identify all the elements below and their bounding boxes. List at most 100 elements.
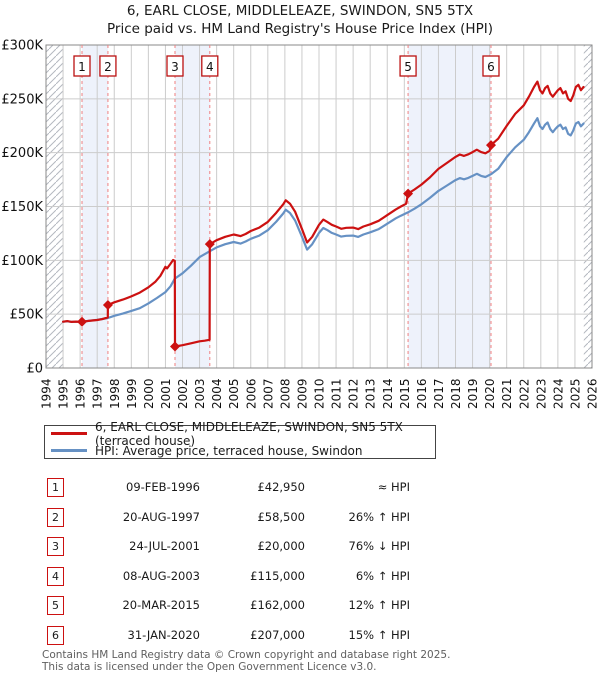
x-axis-year-label: 2022 — [517, 378, 531, 409]
x-axis-year-label: 2014 — [381, 378, 395, 409]
x-axis-year-label: 2018 — [449, 378, 463, 409]
sale-row: 3 24-JUL-2001 £20,000 76% ↓ HPI — [40, 534, 560, 564]
sale-vs-hpi: 15% ↑ HPI — [348, 627, 410, 642]
x-axis-year-label: 2005 — [227, 378, 241, 409]
x-axis-year-label: 2008 — [278, 378, 292, 409]
x-axis-year-label: 1999 — [125, 378, 139, 409]
sale-date: 24-JUL-2001 — [129, 539, 200, 553]
x-axis-year-label: 1998 — [108, 378, 122, 409]
x-axis-year-label: 2023 — [534, 378, 548, 409]
x-axis-year-label: 1996 — [74, 378, 88, 409]
y-axis-tick-label: £0 — [26, 362, 43, 377]
legend-row-hpi: HPI: Average price, terraced house, Swin… — [45, 444, 435, 458]
sale-number-box — [399, 55, 417, 77]
sale-marker — [403, 188, 414, 199]
sale-date: 08-AUG-2003 — [122, 568, 200, 583]
page-subtitle: Price paid vs. HM Land Registry's House … — [107, 21, 493, 37]
sale-vs-hpi: 26% ↑ HPI — [348, 509, 410, 524]
x-axis-year-label: 2013 — [364, 378, 378, 409]
chart-svg: 1 2 3 4 5 6 £0 £50K £100K £150K £200K £250K £300K 199… — [1, 39, 599, 410]
x-axis-year-label: 2021 — [500, 378, 514, 409]
x-axis-year-label: 2025 — [568, 378, 582, 409]
sale-vs-hpi: 76% ↓ HPI — [348, 539, 410, 553]
legend-label-hpi: HPI: Average price, terraced house, Swin… — [95, 443, 363, 458]
sale-marker — [169, 341, 180, 352]
sale-number-label: 2 — [104, 60, 112, 74]
sale-row: 5 20-MAR-2015 £162,000 12% ↑ HPI — [40, 593, 560, 623]
y-axis-tick-label: £300K — [1, 39, 43, 54]
sale-number-badge: 4 — [47, 566, 64, 586]
sale-marker — [77, 316, 88, 327]
sale-number-label: 4 — [206, 60, 214, 74]
sale-date: 20-MAR-2015 — [122, 598, 200, 612]
y-axis-tick-label: £150K — [1, 200, 43, 215]
x-axis-year-label: 2016 — [415, 378, 429, 409]
sale-number-box — [201, 55, 219, 77]
x-axis-year-label: 2011 — [330, 378, 344, 409]
sale-row: 4 08-AUG-2003 £115,000 6% ↑ HPI — [40, 564, 560, 594]
x-axis-year-label: 2015 — [398, 378, 412, 409]
sale-number-box — [482, 55, 500, 77]
sale-row: 1 09-FEB-1996 £42,950 ≈ HPI — [40, 475, 560, 505]
x-axis-year-label: 2019 — [466, 378, 480, 409]
x-axis-year-label: 1994 — [40, 378, 54, 409]
footer-line-2: This data is licensed under the Open Gov… — [42, 660, 377, 673]
sale-number-box — [99, 55, 117, 77]
sale-vs-hpi: ≈ HPI — [377, 480, 410, 494]
x-axis-year-label: 2003 — [193, 378, 207, 409]
sale-number-label: 1 — [78, 60, 86, 74]
hpi-line-swatch — [51, 449, 87, 452]
sale-price: £115,000 — [250, 568, 305, 583]
sale-date: 31-JAN-2020 — [127, 627, 201, 642]
x-axis-year-label: 2007 — [261, 378, 275, 409]
x-axis-year-label: 2012 — [347, 378, 361, 409]
x-axis-year-label: 2000 — [142, 378, 156, 409]
y-axis-tick-label: £50K — [10, 308, 44, 323]
x-axis-year-label: 2009 — [295, 378, 309, 409]
x-axis-year-label: 1997 — [91, 378, 105, 409]
x-axis-year-label: 2017 — [432, 378, 446, 409]
sale-number-label: 5 — [404, 60, 412, 74]
license-footer: Contains HM Land Registry data © Crown c… — [42, 649, 451, 673]
sale-number-box — [166, 55, 184, 77]
legend-row-price-paid: 6, EARL CLOSE, MIDDLELEAZE, SWINDON, SN5… — [45, 420, 435, 448]
chart-legend: 6, EARL CLOSE, MIDDLELEAZE, SWINDON, SN5… — [44, 420, 436, 459]
sale-price: £20,000 — [257, 539, 305, 553]
x-axis-year-label: 2024 — [551, 378, 565, 409]
sale-row: 6 31-JAN-2020 £207,000 15% ↑ HPI — [40, 623, 560, 653]
sale-number-label: 6 — [487, 60, 495, 74]
sale-number-badge: 1 — [47, 478, 64, 497]
hpi-line — [61, 117, 585, 323]
sale-date: 20-AUG-1997 — [122, 509, 200, 524]
sale-number-label: 3 — [171, 60, 179, 74]
sale-date: 09-FEB-1996 — [126, 480, 200, 494]
page-title: 6, EARL CLOSE, MIDDLELEAZE, SWINDON, SN5… — [126, 3, 474, 19]
sale-marker — [204, 239, 215, 250]
sale-vs-hpi: 12% ↑ HPI — [348, 598, 410, 612]
sale-price: £207,000 — [250, 627, 305, 642]
sale-vs-hpi: 6% ↑ HPI — [355, 568, 410, 583]
x-axis-year-label: 1995 — [57, 378, 71, 409]
sale-price: £42,950 — [257, 480, 305, 494]
price-chart: 1 2 3 4 5 6 £0 £50K £100K £150K £200K £250K £300K 199… — [1, 39, 599, 410]
sale-marker — [102, 300, 113, 311]
price-paid-line — [61, 80, 585, 348]
x-axis-year-label: 2001 — [159, 378, 173, 409]
sale-price: £162,000 — [250, 598, 305, 612]
sale-number-badge: 3 — [47, 537, 64, 556]
price-paid-line-swatch — [51, 432, 87, 435]
sale-number-badge: 2 — [47, 507, 64, 527]
x-axis-year-label: 2020 — [483, 378, 497, 409]
legend-label-price-paid: 6, EARL CLOSE, MIDDLELEAZE, SWINDON, SN5… — [95, 419, 403, 448]
y-axis-tick-label: £200K — [1, 146, 43, 161]
sales-table: 1 09-FEB-1996 £42,950 ≈ HPI 2 20-AUG-1997 £58,… — [40, 475, 560, 652]
sale-number-box — [73, 55, 91, 77]
sale-price: £58,500 — [257, 509, 305, 524]
sale-marker — [485, 140, 496, 151]
x-axis-year-label: 2006 — [244, 378, 258, 409]
x-axis-year-label: 2010 — [313, 378, 327, 409]
sale-number-badge: 5 — [47, 596, 64, 615]
sale-number-badge: 6 — [47, 625, 64, 645]
footer-line-1: Contains HM Land Registry data © Crown c… — [42, 649, 451, 661]
